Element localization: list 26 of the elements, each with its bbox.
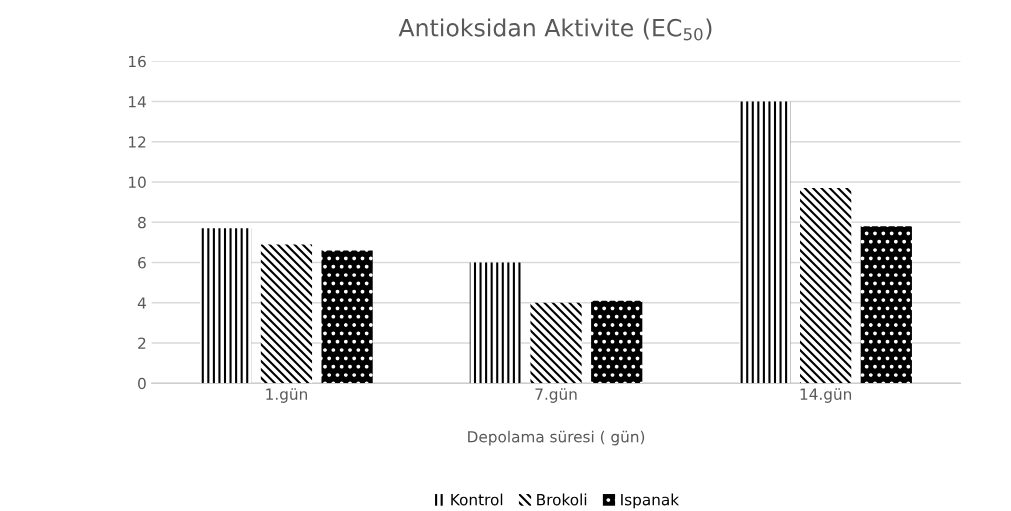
bar xyxy=(321,250,373,384)
legend-label: Ispanak xyxy=(621,493,680,509)
bar xyxy=(800,188,852,384)
bar xyxy=(739,101,791,384)
legend-label: Kontrol xyxy=(451,493,503,506)
y-tick-label: 6 xyxy=(138,256,146,269)
legend-label: Brokoli xyxy=(537,493,587,506)
y-tick-label: 8 xyxy=(138,216,146,229)
y-tick-label: 0 xyxy=(138,377,146,390)
y-tick-label: 14 xyxy=(129,96,146,108)
y-tick-label: 4 xyxy=(137,297,146,309)
y-tick-label: 16 xyxy=(129,55,146,68)
y-tick-label: 2 xyxy=(138,337,146,349)
y-tick-label: 12 xyxy=(129,136,146,148)
x-tick-label: 1.gün xyxy=(266,388,307,403)
x-tick-label: 7.gün xyxy=(535,388,577,403)
x-tick-label: 14.gün xyxy=(800,388,852,403)
y-tick-label: 10 xyxy=(129,176,146,189)
bar xyxy=(200,228,252,384)
bar xyxy=(260,244,313,384)
bar xyxy=(860,226,912,384)
x-axis-title: Depolama süresi ( gün) xyxy=(468,430,645,446)
bar xyxy=(469,262,521,384)
bar xyxy=(530,302,582,384)
chart-title: Antioksidan Aktivite (EC$_{50}$) xyxy=(398,18,712,41)
bar xyxy=(591,300,643,384)
